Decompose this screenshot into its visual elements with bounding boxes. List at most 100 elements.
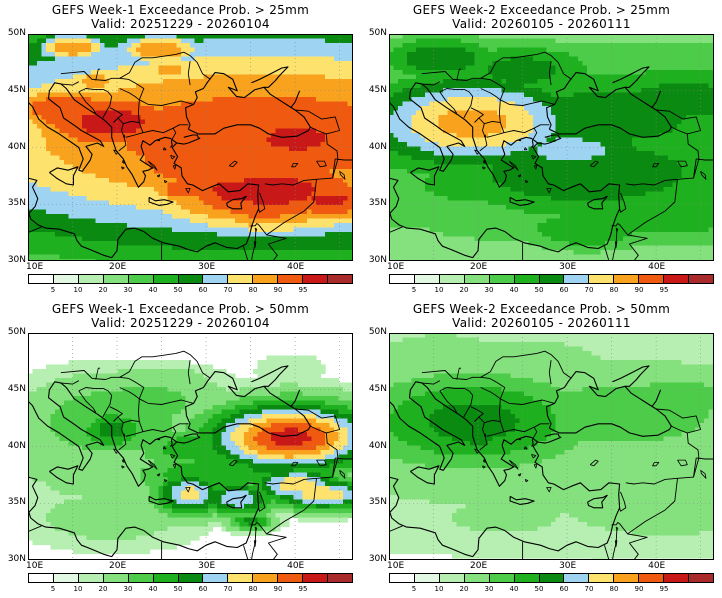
field-cell	[104, 65, 110, 71]
field-cell	[398, 38, 404, 44]
field-cell	[100, 245, 106, 251]
island-outline	[113, 149, 119, 155]
field-cell	[325, 200, 331, 206]
field-cell	[564, 38, 570, 44]
field-cell	[113, 74, 119, 80]
field-cell	[145, 254, 151, 260]
field-cell	[302, 151, 308, 157]
field-cell	[560, 56, 566, 62]
field-cell	[230, 83, 236, 89]
field-cell	[50, 214, 56, 220]
field-cell	[307, 115, 313, 121]
field-cell	[262, 79, 268, 85]
field-cell	[501, 61, 507, 67]
field-cell	[55, 191, 61, 197]
field-cell	[289, 43, 295, 49]
field-cell	[149, 209, 155, 215]
field-cell	[86, 110, 92, 116]
field-cell	[533, 47, 539, 53]
field-cell	[393, 65, 399, 71]
field-cell	[320, 119, 326, 125]
field-cell	[217, 83, 223, 89]
field-cell	[416, 92, 422, 98]
field-cell	[199, 137, 205, 143]
field-cell	[663, 61, 669, 67]
field-cell	[226, 38, 232, 44]
field-cell	[203, 106, 209, 112]
field-cell	[271, 205, 277, 211]
field-cell	[582, 56, 588, 62]
field-cell	[497, 43, 503, 49]
field-cell	[280, 119, 286, 125]
field-cell	[145, 115, 151, 121]
field-cell	[176, 254, 182, 260]
field-cell	[600, 61, 606, 67]
field-cell	[140, 155, 146, 161]
field-cell	[163, 106, 169, 112]
field-cell	[257, 97, 263, 103]
field-cell	[172, 236, 178, 242]
field-cell	[329, 128, 335, 134]
field-cell	[338, 137, 344, 143]
field-cell	[122, 142, 128, 148]
field-cell	[334, 79, 340, 85]
field-cell	[41, 196, 47, 202]
field-cell	[275, 178, 281, 184]
field-cell	[118, 74, 124, 80]
field-cell	[524, 88, 530, 94]
field-cell	[483, 52, 489, 58]
field-cell	[289, 196, 295, 202]
field-cell	[127, 151, 133, 157]
field-cell	[298, 205, 304, 211]
field-cell	[443, 34, 449, 40]
field-cell	[158, 79, 164, 85]
field-cell	[257, 214, 263, 220]
field-cell	[389, 43, 395, 49]
field-cell	[37, 119, 43, 125]
field-cell	[461, 92, 467, 98]
field-cell	[510, 92, 516, 98]
field-cell	[230, 214, 236, 220]
field-cell	[329, 223, 335, 229]
field-cell	[131, 205, 137, 211]
field-cell	[506, 56, 512, 62]
field-cell	[316, 88, 322, 94]
field-cell	[316, 232, 322, 238]
field-cell	[275, 133, 281, 139]
field-cell	[73, 191, 79, 197]
field-cell	[623, 61, 629, 67]
field-cell	[86, 70, 92, 76]
field-cell	[325, 169, 331, 175]
field-cell	[329, 43, 335, 49]
field-cell	[280, 74, 286, 80]
field-cell	[221, 70, 227, 76]
field-cell	[199, 173, 205, 179]
field-cell	[235, 241, 241, 247]
field-cell	[217, 34, 223, 40]
field-cell	[127, 236, 133, 242]
field-cell	[271, 236, 277, 242]
field-cell	[167, 214, 173, 220]
field-cell	[393, 79, 399, 85]
field-cell	[582, 47, 588, 53]
field-cell	[416, 56, 422, 62]
field-cell	[149, 34, 155, 40]
field-cell	[316, 245, 322, 251]
field-cell	[176, 115, 182, 121]
field-cell	[109, 160, 115, 166]
field-cell	[104, 110, 110, 116]
field-cell	[320, 250, 326, 256]
field-cell	[298, 173, 304, 179]
field-cell	[41, 97, 47, 103]
field-cell	[524, 38, 530, 44]
field-cell	[248, 47, 254, 53]
field-cell	[158, 245, 164, 251]
field-cell	[59, 245, 65, 251]
field-cell	[199, 52, 205, 58]
field-cell	[158, 236, 164, 242]
field-cell	[708, 56, 714, 62]
field-cell	[623, 92, 629, 98]
field-cell	[167, 133, 173, 139]
field-cell	[235, 92, 241, 98]
field-cell	[158, 34, 164, 40]
